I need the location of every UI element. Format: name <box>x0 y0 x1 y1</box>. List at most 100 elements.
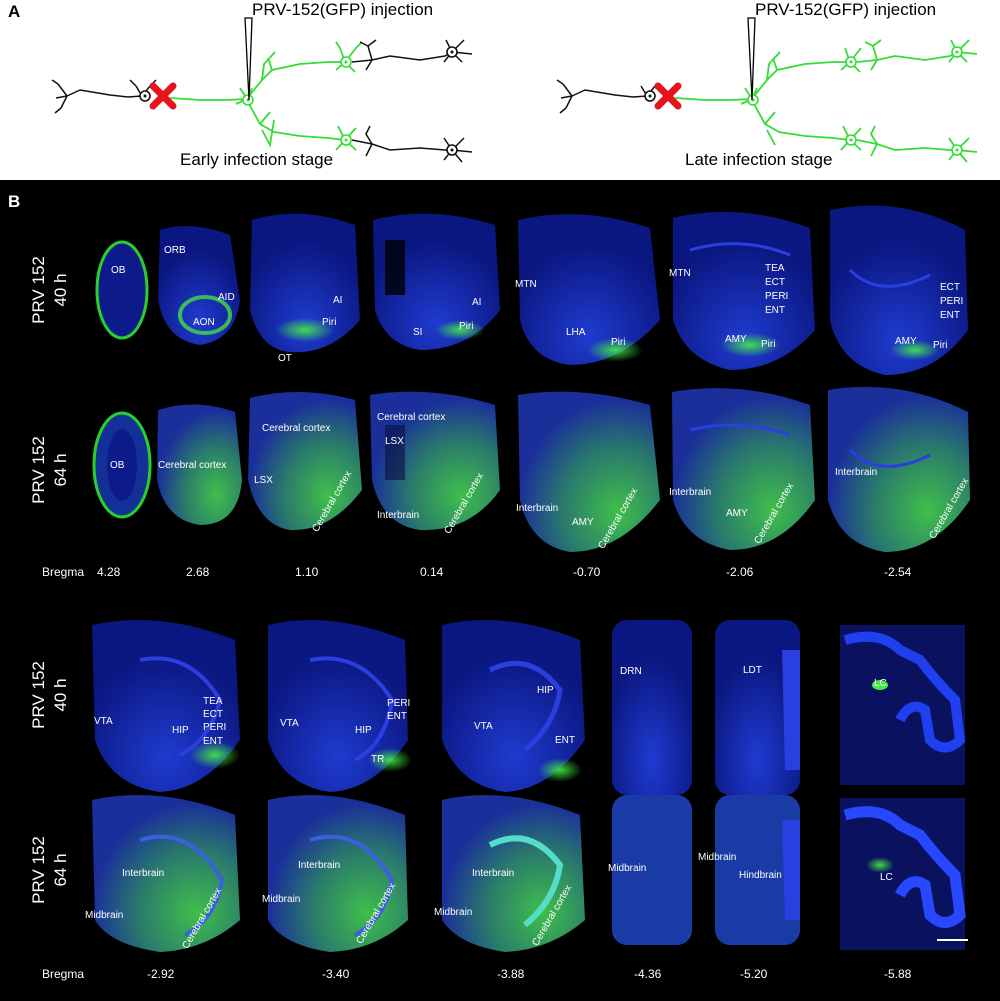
label-lsx-014: LSX <box>385 436 404 447</box>
red-x-marker <box>149 82 177 110</box>
slice-292-64h <box>92 795 240 952</box>
label-mtn-070: MTN <box>515 279 537 290</box>
label-cc-110: Cerebral cortex <box>262 423 331 434</box>
label-lc-40h: LC <box>874 678 887 689</box>
bregma-value: 1.10 <box>295 565 319 579</box>
label-midbrain-436: Midbrain <box>608 863 647 874</box>
label-ent-388: ENT <box>555 735 575 746</box>
bregma-label-top: Bregma <box>42 565 85 579</box>
late-stage-circuit <box>556 17 978 163</box>
slice-520-40h <box>715 620 800 795</box>
label-midbrain-520: Midbrain <box>698 852 737 863</box>
label-mtn-206: MTN <box>669 268 691 279</box>
label-lha: LHA <box>566 327 586 338</box>
slice-436-64h <box>612 795 692 945</box>
label-hindbrain: Hindbrain <box>739 870 782 881</box>
panel-b-letter: B <box>8 192 21 211</box>
slice-388-64h <box>442 795 585 952</box>
label-cc-268: Cerebral cortex <box>158 460 227 471</box>
label-orb: ORB <box>164 245 186 256</box>
slice-340-64h <box>268 795 408 952</box>
late-infection-label: Late infection stage <box>685 150 833 169</box>
slice-436-40h <box>612 620 692 795</box>
label-ent-206: ENT <box>765 305 785 316</box>
label-tea-206: TEA <box>765 263 785 274</box>
bregma-value: -3.88 <box>497 967 525 981</box>
label-tr: TR <box>371 754 385 765</box>
row-2-slices <box>92 386 970 552</box>
label-cc-014: Cerebral cortex <box>377 412 446 423</box>
label-peri-292: PERI <box>203 722 227 733</box>
bregma-value: -3.40 <box>322 967 350 981</box>
bregma-value: -0.70 <box>573 565 601 579</box>
bregma-value: -2.06 <box>726 565 754 579</box>
bregma-value: -5.20 <box>740 967 768 981</box>
label-hip-340: HIP <box>355 725 372 736</box>
row-4-slices <box>92 795 968 952</box>
slice-520-64h <box>715 795 800 945</box>
panel-a: A PRV-152(GFP) injection PRV-152(GFP) in… <box>0 0 1000 180</box>
label-ob-64h: OB <box>110 460 125 471</box>
slice-070-40h <box>518 214 660 365</box>
bregma-value: -5.88 <box>884 967 912 981</box>
label-ent-254: ENT <box>940 310 960 321</box>
label-ldt: LDT <box>743 665 762 676</box>
label-piri-206: Piri <box>761 339 776 350</box>
label-piri-110: Piri <box>322 317 337 328</box>
label-piri-254: Piri <box>933 340 948 351</box>
label-amy-206-64h: AMY <box>726 508 748 519</box>
label-aon: AON <box>193 317 215 328</box>
injection-label-right: PRV-152(GFP) injection <box>755 0 937 19</box>
slice-206-64h <box>672 388 815 550</box>
label-peri-206: PERI <box>765 291 789 302</box>
label-peri-254: PERI <box>940 296 964 307</box>
label-ob-40h: OB <box>111 265 126 276</box>
label-hip-292: HIP <box>172 725 189 736</box>
slice-110-64h <box>248 391 362 531</box>
label-drn: DRN <box>620 666 642 677</box>
pipette-icon-left <box>244 17 253 101</box>
bregma-value: -2.92 <box>147 967 175 981</box>
label-ect-206: ECT <box>765 277 785 288</box>
red-x-marker-right <box>654 82 682 110</box>
label-amy-206: AMY <box>725 334 747 345</box>
slice-070-64h <box>518 391 660 552</box>
row-3-slices <box>92 620 966 795</box>
label-ent-340: ENT <box>387 711 407 722</box>
early-infection-label: Early infection stage <box>180 150 334 169</box>
slice-254-64h <box>828 386 970 552</box>
label-interbrain-340: Interbrain <box>298 860 341 871</box>
row-1-slices <box>92 205 968 375</box>
panel-b: B PRV 152 40 h PRV 152 64 h PRV 152 40 h… <box>0 180 1000 1001</box>
label-ect-254: ECT <box>940 282 960 293</box>
label-interbrain-292: Interbrain <box>122 868 165 879</box>
slice-254-40h <box>830 205 968 375</box>
bregma-value: 2.68 <box>186 565 210 579</box>
label-ent-292: ENT <box>203 736 223 747</box>
neural-circuit-diagram <box>51 17 978 163</box>
label-aid: AID <box>218 292 235 303</box>
label-interbrain-014: Interbrain <box>377 510 420 521</box>
label-ot: OT <box>278 353 292 364</box>
early-stage-circuit <box>51 17 473 163</box>
label-midbrain-292: Midbrain <box>85 910 124 921</box>
label-ect-292: ECT <box>203 709 223 720</box>
label-vta-388: VTA <box>474 721 493 732</box>
slice-110-40h <box>250 213 360 353</box>
label-piri-014: Piri <box>459 321 474 332</box>
label-tea-292: TEA <box>203 696 223 707</box>
label-amy-070: AMY <box>572 517 594 528</box>
bregma-value: 4.28 <box>97 565 121 579</box>
label-midbrain-340: Midbrain <box>262 894 301 905</box>
label-hip-388: HIP <box>537 685 554 696</box>
brain-slices <box>92 205 970 952</box>
label-vta-340: VTA <box>280 718 299 729</box>
bregma-value: -2.54 <box>884 565 912 579</box>
slice-268-64h <box>157 404 242 525</box>
panel-a-letter: A <box>8 2 21 21</box>
label-piri-070: Piri <box>611 337 626 348</box>
label-lsx-110: LSX <box>254 475 273 486</box>
label-ai-110: AI <box>333 295 343 306</box>
slice-388-40h <box>442 620 585 792</box>
label-amy-254: AMY <box>895 336 917 347</box>
